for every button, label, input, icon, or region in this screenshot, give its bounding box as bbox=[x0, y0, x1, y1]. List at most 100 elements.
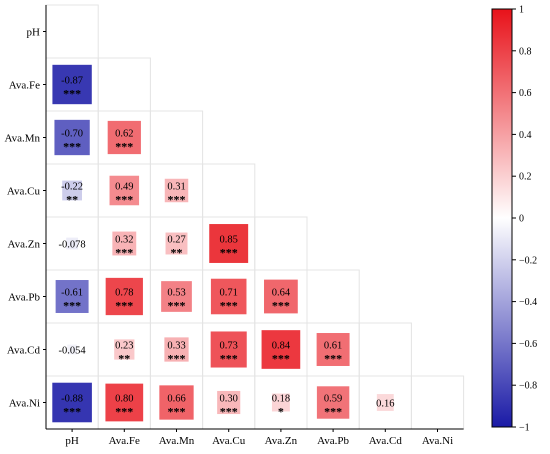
colorbar-tick-label: −0.4 bbox=[519, 297, 537, 308]
heatmap-square bbox=[159, 385, 194, 420]
heatmap-square bbox=[209, 224, 249, 263]
cell-Ava.Ni-Ava.Cd: 0.16 bbox=[376, 394, 394, 411]
colorbar-tick-label: −0.6 bbox=[519, 339, 537, 350]
colorbar: 1 0.8 0.6 0.4 0.2 0 −0.2 −0.4 −0.6 −0.8 −1 bbox=[491, 5, 537, 434]
row-label: Ava.Cd bbox=[7, 345, 41, 357]
significance-label: ** bbox=[118, 352, 130, 366]
colorbar-tick-label: 0.6 bbox=[519, 88, 532, 99]
cell-Ava.Ni-Ava.Mn: 0.66*** bbox=[159, 385, 194, 420]
colorbar-gradient bbox=[491, 8, 513, 428]
heatmap-square bbox=[55, 280, 89, 313]
value-label: 0.32 bbox=[115, 235, 133, 246]
value-label: 0.64 bbox=[272, 288, 291, 299]
significance-label: *** bbox=[63, 405, 81, 419]
cell-Ava.Cu-Ava.Fe: 0.49*** bbox=[109, 175, 140, 207]
cell-Ava.Pb-pH: -0.61*** bbox=[55, 280, 89, 313]
value-label: 0.80 bbox=[115, 394, 133, 405]
significance-label: *** bbox=[168, 299, 186, 313]
cell-Ava.Cd-Ava.Mn: 0.33*** bbox=[164, 337, 189, 366]
heatmap-square bbox=[217, 390, 241, 415]
heatmap-square bbox=[67, 344, 78, 355]
significance-label: *** bbox=[220, 299, 238, 313]
cell-Ava.Pb-Ava.Mn: 0.53*** bbox=[161, 281, 192, 313]
significance-label: *** bbox=[220, 352, 238, 366]
colorbar-tick-label: 0.8 bbox=[519, 46, 532, 57]
col-label: Ava.Zn bbox=[265, 435, 298, 447]
value-label: -0.22 bbox=[61, 182, 83, 193]
heatmap-square bbox=[62, 180, 82, 201]
value-label: 0.78 bbox=[115, 288, 133, 299]
value-label: 0.85 bbox=[220, 235, 238, 246]
colorbar-tick-label: 0.4 bbox=[519, 130, 532, 141]
heatmap-square bbox=[161, 281, 192, 312]
value-label: -0.054 bbox=[59, 346, 87, 357]
cell-Ava.Cd-Ava.Cu: 0.73*** bbox=[210, 331, 247, 368]
value-label: -0.87 bbox=[61, 76, 83, 87]
row-label: Ava.Cu bbox=[7, 186, 41, 198]
significance-label: *** bbox=[63, 299, 81, 313]
heatmap-square bbox=[66, 237, 78, 250]
value-label: 0.30 bbox=[220, 394, 238, 405]
cell-Ava.Cu-pH: -0.22** bbox=[61, 180, 83, 207]
cell-Ava.Ni-Ava.Pb: 0.59*** bbox=[316, 386, 350, 419]
significance-label: *** bbox=[115, 246, 133, 260]
significance-label: *** bbox=[324, 405, 342, 419]
significance-label: *** bbox=[272, 299, 290, 313]
heatmap-square bbox=[164, 178, 189, 203]
significance-label: ** bbox=[171, 246, 183, 260]
grid-cell bbox=[45, 4, 99, 59]
significance-label: *** bbox=[115, 405, 133, 419]
value-label: 0.27 bbox=[167, 235, 185, 246]
col-label: Ava.Mn bbox=[159, 435, 195, 447]
colorbar-tick-label: −0.2 bbox=[519, 255, 537, 266]
cell-Ava.Cd-Ava.Zn: 0.84*** bbox=[261, 330, 301, 369]
grid-lines bbox=[45, 4, 465, 430]
cell-Ava.Mn-Ava.Fe: 0.62*** bbox=[107, 120, 141, 155]
value-label: 0.73 bbox=[220, 341, 238, 352]
grid-cell bbox=[254, 216, 308, 271]
colorbar-tick-label: 1 bbox=[519, 5, 524, 16]
cell-Ava.Zn-Ava.Mn: 0.27** bbox=[165, 232, 188, 260]
significance-label: *** bbox=[63, 140, 81, 154]
value-label: 0.62 bbox=[115, 129, 133, 140]
value-label: -0.70 bbox=[61, 129, 83, 140]
colorbar-tick-label: −0.8 bbox=[519, 381, 537, 392]
heatmap-square bbox=[112, 231, 137, 256]
heatmap-square bbox=[52, 382, 92, 423]
heatmap-square bbox=[109, 175, 140, 206]
significance-label: *** bbox=[115, 299, 133, 313]
significance-label: ** bbox=[66, 193, 78, 207]
grid-cell bbox=[410, 375, 465, 430]
value-label: 0.23 bbox=[115, 341, 133, 352]
cell-Ava.Mn-pH: -0.70*** bbox=[54, 119, 90, 156]
colorbar-tick-label: −1 bbox=[519, 423, 530, 434]
cell-Ava.Ni-pH: -0.88*** bbox=[52, 382, 92, 423]
row-label: Ava.Pb bbox=[8, 292, 40, 304]
row-label: Ava.Ni bbox=[9, 398, 40, 410]
value-label: 0.16 bbox=[376, 399, 394, 410]
heatmap-square bbox=[264, 279, 298, 314]
cell-Ava.Zn-Ava.Fe: 0.32*** bbox=[112, 231, 137, 260]
value-label: 0.49 bbox=[115, 182, 133, 193]
axis-labels: pH pH Ava.Fe Ava.Fe Ava.Mn Ava.Mn Ava.Cu Ava.Cu… bbox=[4, 27, 453, 448]
cells: -0.87***-0.70***0.62***-0.22**0.49***0.3… bbox=[52, 64, 394, 423]
cell-Ava.Pb-Ava.Zn: 0.64*** bbox=[264, 279, 298, 314]
significance-label: *** bbox=[115, 193, 133, 207]
value-label: 0.61 bbox=[324, 341, 342, 352]
col-label: Ava.Cd bbox=[369, 435, 403, 447]
value-label: 0.18 bbox=[272, 394, 290, 405]
value-label: -0.61 bbox=[61, 288, 83, 299]
significance-label: *** bbox=[168, 352, 186, 366]
significance-label: *** bbox=[324, 352, 342, 366]
row-label: Ava.Fe bbox=[9, 80, 40, 92]
value-label: -0.88 bbox=[61, 394, 83, 405]
cell-Ava.Pb-Ava.Fe: 0.78*** bbox=[105, 277, 143, 316]
col-label: Ava.Pb bbox=[317, 435, 349, 447]
grid-cell bbox=[202, 163, 256, 218]
value-label: 0.31 bbox=[167, 182, 185, 193]
value-label: 0.59 bbox=[324, 394, 342, 405]
cell-Ava.Ni-Ava.Fe: 0.80*** bbox=[105, 383, 144, 422]
significance-label: *** bbox=[272, 352, 290, 366]
value-label: -0.078 bbox=[59, 240, 86, 251]
cell-Ava.Zn-Ava.Cu: 0.85*** bbox=[209, 224, 249, 263]
